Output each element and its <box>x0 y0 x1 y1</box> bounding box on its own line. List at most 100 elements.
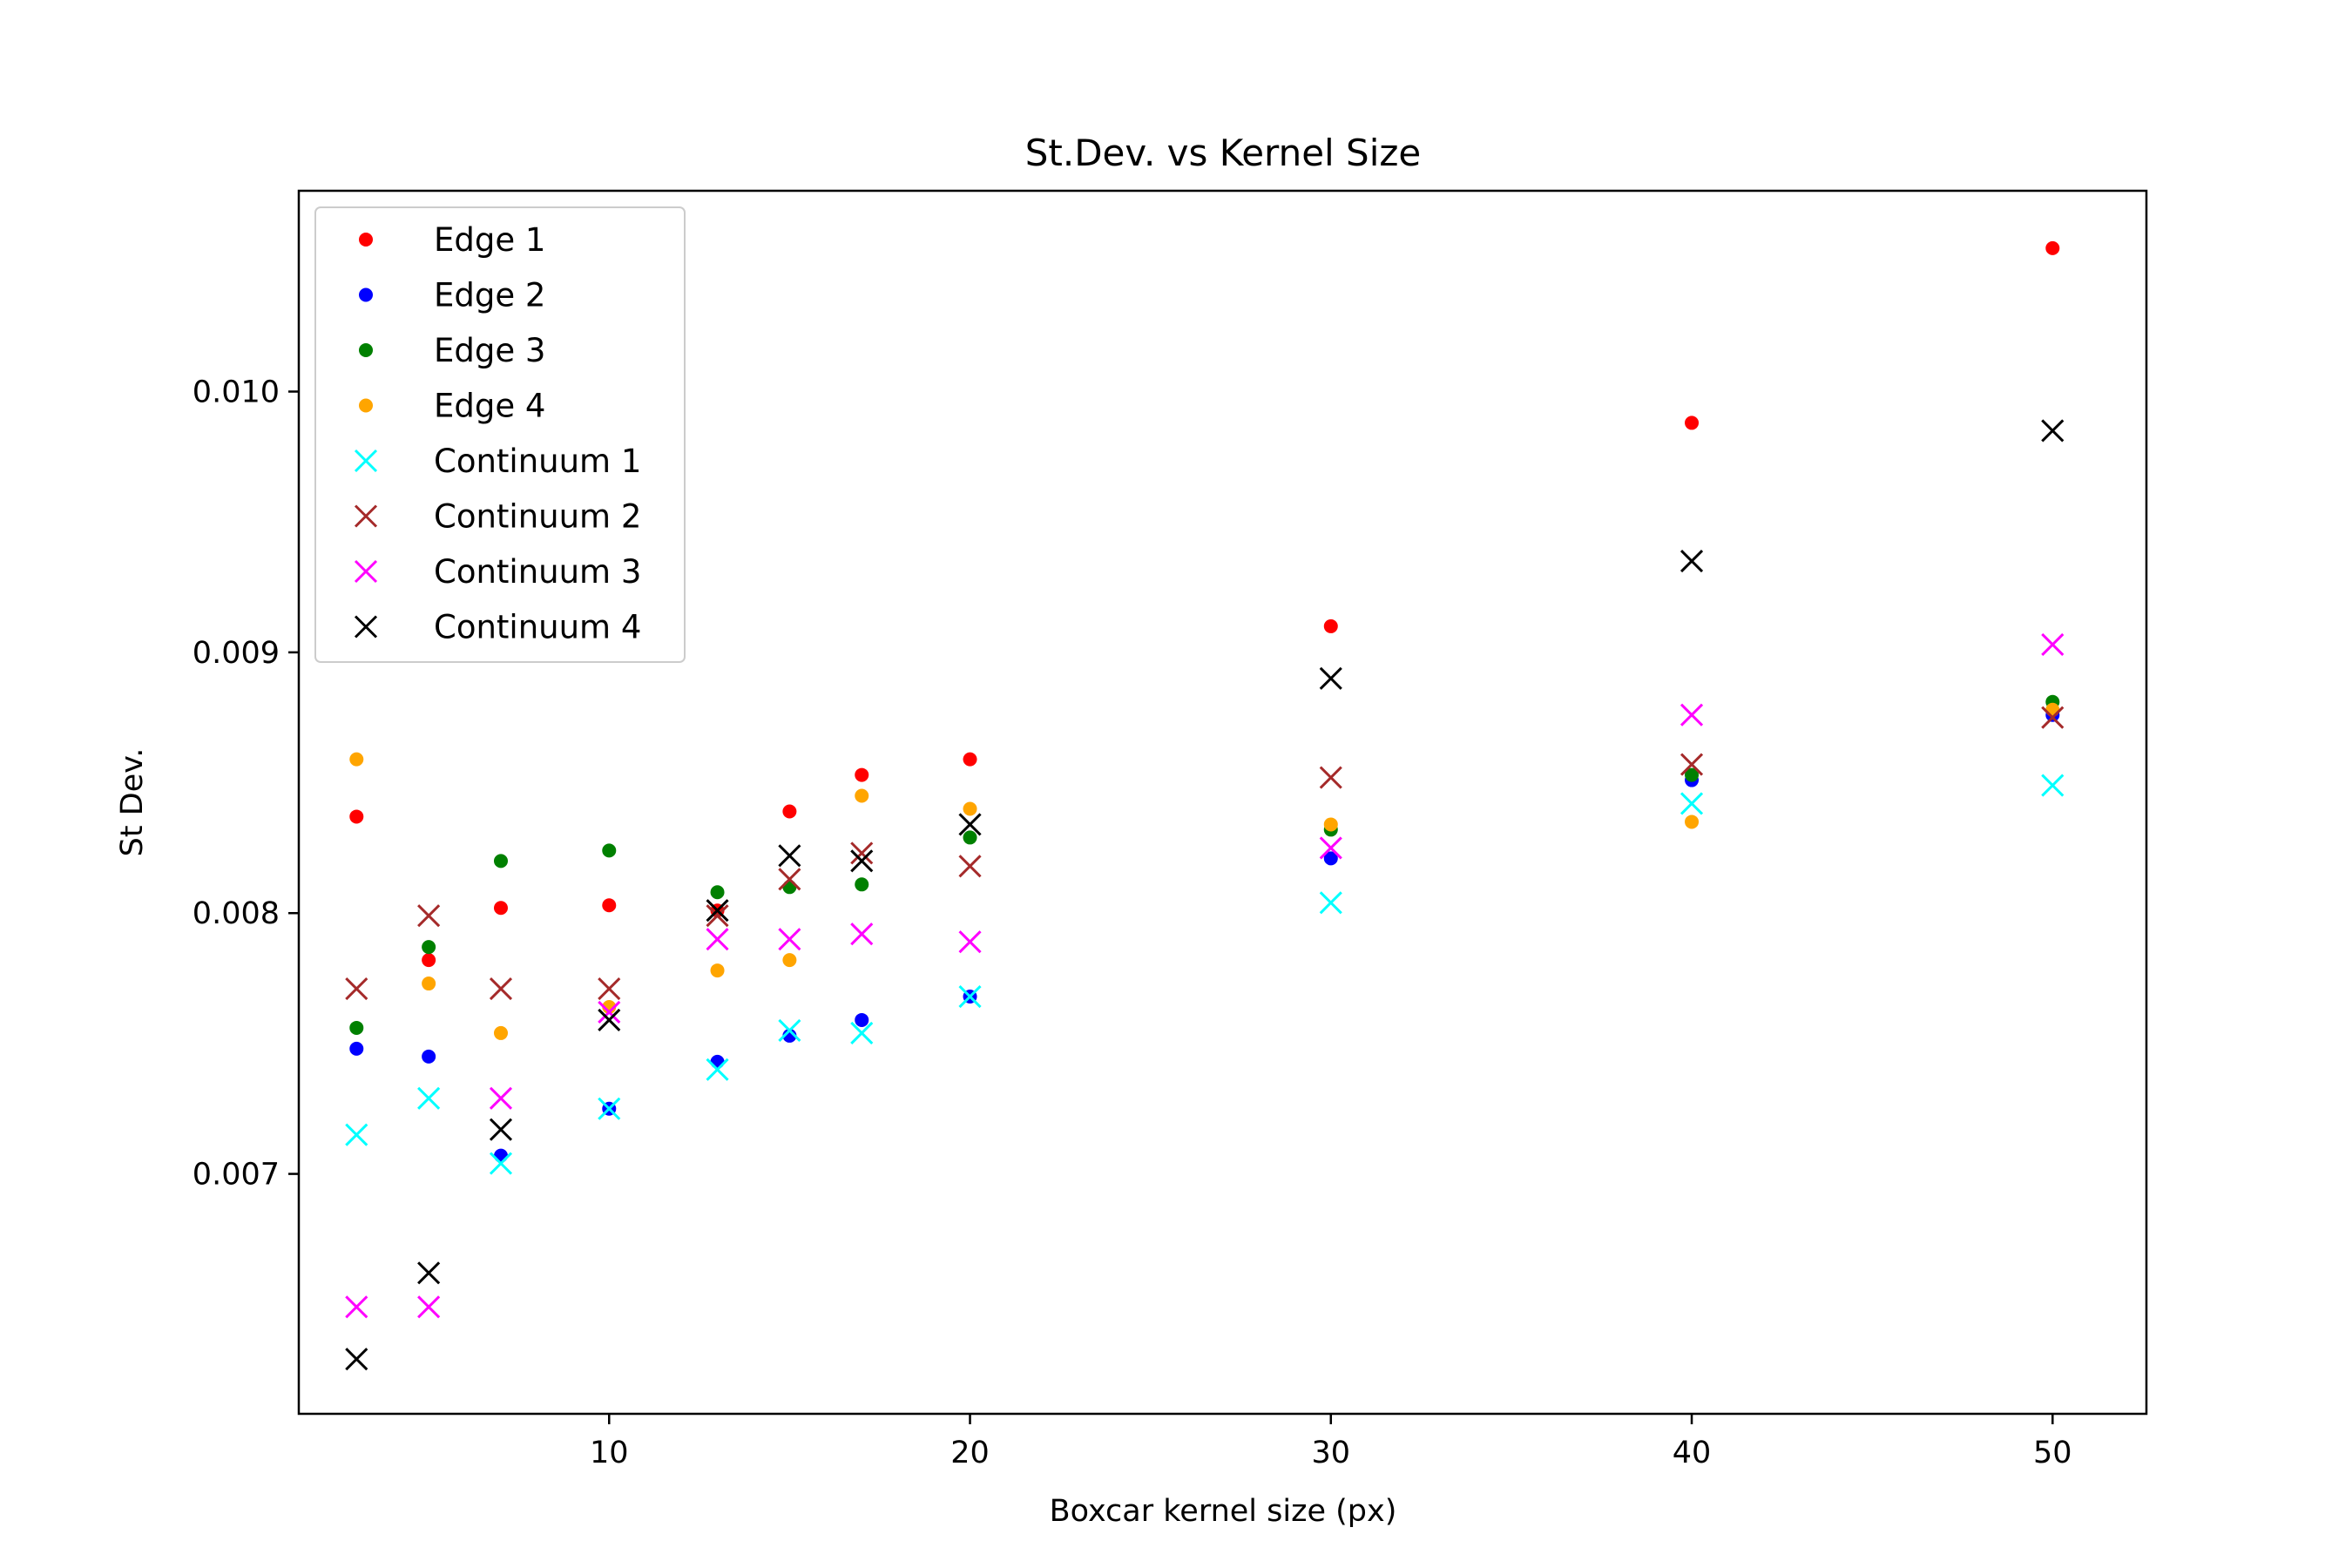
point-s7-2-stroke-b <box>417 1295 441 1319</box>
point-s7-6 <box>778 928 801 951</box>
point-s5-8-stroke-b <box>958 984 982 1009</box>
point-s2-9 <box>1323 851 1338 866</box>
point-s6-7 <box>850 841 874 865</box>
legend-marker-5 <box>354 449 378 473</box>
point-s6-4 <box>598 977 621 1001</box>
point-s5-3-stroke-b <box>489 1152 513 1175</box>
series-8 <box>345 419 2065 1371</box>
point-s6-11 <box>2041 706 2065 729</box>
point-s8-1-stroke-b <box>345 1348 368 1371</box>
point-s4-8 <box>963 801 977 816</box>
legend-label-7: Continuum 3 <box>434 553 641 591</box>
point-s1-1 <box>349 809 364 824</box>
point-s1-4 <box>602 898 617 913</box>
point-s2-1 <box>349 1041 364 1056</box>
legend-label-2: Edge 2 <box>434 277 545 314</box>
point-s4-1 <box>349 752 364 767</box>
x-tick-label-0: 10 <box>590 1436 629 1470</box>
point-s5-3 <box>489 1152 513 1175</box>
point-s6-5-stroke-b <box>706 904 729 928</box>
legend-marker-6-stroke-b <box>354 504 378 528</box>
point-s7-10-stroke-b <box>1680 703 1704 727</box>
point-s7-4-stroke-b <box>598 1000 621 1024</box>
point-s7-6-stroke-b <box>778 928 801 951</box>
y-tick-label-3: 0.010 <box>193 375 280 410</box>
legend-box <box>314 206 686 663</box>
point-s4-3 <box>493 1025 508 1040</box>
point-s5-4-stroke-b <box>598 1097 621 1120</box>
series-7 <box>345 632 2065 1319</box>
point-s7-1-stroke-b <box>345 1295 368 1319</box>
legend-entry-3: Edge 3 <box>359 332 545 369</box>
point-s5-2 <box>417 1086 441 1110</box>
point-s6-6-stroke-b <box>778 868 801 891</box>
legend-label-8: Continuum 4 <box>434 609 641 646</box>
point-s2-5 <box>710 1054 725 1069</box>
legend-entry-4: Edge 4 <box>359 388 545 425</box>
point-s7-4 <box>598 1000 621 1024</box>
point-s1-8 <box>963 752 977 767</box>
point-s4-5 <box>710 963 725 978</box>
axes-frame <box>297 189 2148 1416</box>
legend-marker-7-stroke-b <box>354 559 378 584</box>
point-s6-11-stroke-b <box>2041 706 2065 729</box>
point-s3-5 <box>710 885 725 900</box>
y-tick-label-2: 0.009 <box>193 636 280 671</box>
point-s8-2 <box>417 1261 441 1285</box>
point-s5-9-stroke-b <box>1319 891 1342 915</box>
series-5 <box>345 774 2065 1175</box>
point-s5-5-stroke-b <box>706 1058 729 1081</box>
point-s8-8-stroke-b <box>958 813 982 836</box>
point-s6-4-stroke-b <box>598 977 621 1001</box>
point-s8-10 <box>1680 550 1704 573</box>
legend-label-4: Edge 4 <box>434 388 545 425</box>
point-s5-1 <box>345 1123 368 1146</box>
point-s7-8 <box>958 930 982 954</box>
legend-marker-4 <box>359 398 373 413</box>
point-s3-10 <box>1685 767 1700 782</box>
point-s3-8 <box>963 830 977 845</box>
point-s8-3-stroke-b <box>489 1118 513 1141</box>
point-s5-9 <box>1319 891 1342 915</box>
legend-entry-8: Continuum 4 <box>354 609 641 646</box>
x-tick-label-4: 50 <box>2033 1436 2072 1470</box>
point-s8-7-stroke-b <box>850 849 874 873</box>
point-s6-3-stroke-b <box>489 977 513 1001</box>
point-s8-2-stroke-b <box>417 1261 441 1285</box>
legend-entry-1: Edge 1 <box>359 221 545 259</box>
point-s1-2 <box>422 953 436 968</box>
point-s6-2 <box>417 904 441 928</box>
point-s6-1 <box>345 977 368 1001</box>
point-s5-11 <box>2041 774 2065 797</box>
point-s1-6 <box>782 804 797 819</box>
point-s2-7 <box>855 1012 869 1027</box>
point-s6-1-stroke-b <box>345 977 368 1001</box>
point-s3-3 <box>493 854 508 868</box>
point-s3-1 <box>349 1020 364 1035</box>
point-s6-6 <box>778 868 801 891</box>
point-s8-11-stroke-b <box>2041 419 2065 443</box>
y-tick-label-0: 0.007 <box>193 1158 280 1193</box>
point-s2-2 <box>422 1049 436 1064</box>
chart-title: St.Dev. vs Kernel Size <box>1025 132 1422 174</box>
legend-label-3: Edge 3 <box>434 332 545 369</box>
point-s5-8 <box>958 984 982 1009</box>
point-s6-10-stroke-b <box>1680 753 1704 776</box>
legend-marker-7 <box>354 559 378 584</box>
point-s6-3 <box>489 977 513 1001</box>
legend: Edge 1 Edge 2 Edge 3 Edge 4 Continuum 1 Conti… <box>314 206 686 663</box>
point-s1-7 <box>855 767 869 782</box>
y-tick-label-1: 0.008 <box>193 896 280 931</box>
point-s7-3-stroke-b <box>489 1086 513 1110</box>
point-s8-6-stroke-b <box>778 844 801 868</box>
legend-label-5: Continuum 1 <box>434 443 641 480</box>
point-s5-6 <box>778 1018 801 1043</box>
point-s7-9-stroke-b <box>1319 836 1342 860</box>
point-s8-5 <box>706 899 729 923</box>
legend-marker-8-stroke-b <box>354 615 378 639</box>
point-s7-7-stroke-b <box>850 923 874 946</box>
point-s7-5 <box>706 928 729 951</box>
legend-marker-3 <box>359 343 373 357</box>
point-s1-10 <box>1685 416 1700 430</box>
point-s8-5-stroke-b <box>706 899 729 923</box>
